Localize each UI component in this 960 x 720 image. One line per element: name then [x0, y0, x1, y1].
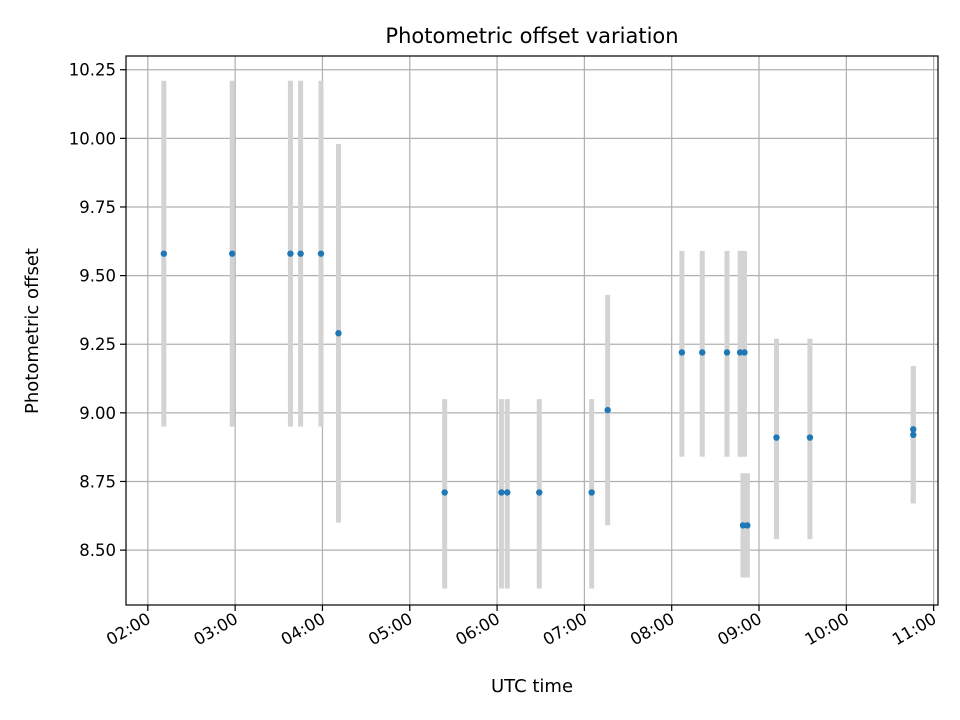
data-point: [773, 434, 780, 441]
data-point: [741, 349, 748, 356]
data-point: [335, 330, 342, 337]
data-point: [744, 522, 751, 529]
data-point: [317, 250, 325, 257]
y-tick-label: 9.50: [79, 267, 116, 286]
data-point: [678, 349, 686, 356]
x-axis-label: UTC time: [491, 676, 573, 697]
y-tick-label: 8.50: [79, 541, 116, 560]
data-point: [910, 431, 917, 439]
data-point: [806, 434, 814, 441]
data-point: [498, 489, 505, 496]
y-axis-ticks: 8.50 8.75 9.00 9.25 9.50 9.75 10.00 10.25: [69, 61, 126, 560]
y-tick-label: 9.25: [79, 335, 116, 354]
y-tick-label: 8.75: [79, 472, 116, 491]
y-tick-label: 9.75: [79, 198, 116, 217]
y-tick-label: 9.00: [79, 404, 116, 423]
data-point: [536, 489, 543, 496]
data-point: [297, 250, 304, 257]
data-point: [441, 489, 448, 496]
y-tick-label: 10.00: [69, 129, 116, 148]
data-point: [287, 250, 294, 257]
data-point: [229, 250, 236, 257]
data-point: [588, 489, 595, 496]
data-points: [160, 250, 917, 529]
chart-title: Photometric offset variation: [385, 24, 678, 48]
data-point: [504, 489, 511, 496]
data-point: [604, 406, 611, 414]
data-point: [723, 349, 731, 356]
data-point: [160, 250, 168, 257]
plot-frame: [125, 55, 939, 606]
y-axis-label: Photometric offset: [22, 248, 43, 414]
data-point: [910, 426, 917, 433]
data-point: [699, 349, 706, 356]
y-tick-label: 10.25: [69, 61, 116, 80]
